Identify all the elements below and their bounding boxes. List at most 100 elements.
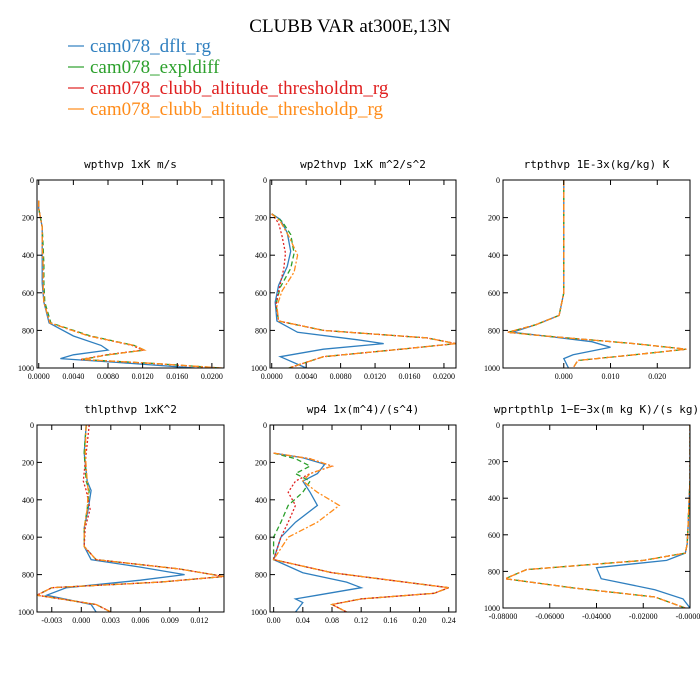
y-tick-label: 0 [496,176,500,185]
panel-title: wp2thvp 1xK m^2/s^2 [300,158,426,171]
series-line [595,425,690,608]
legend-item: cam078_expldiff [68,57,220,78]
chart-panel: wp2thvp 1xK m^2/s^2020040060080010000.00… [251,158,457,381]
panel-title: thlpthvp 1xK^2 [84,403,177,416]
series-group [507,180,687,368]
series-group [503,425,690,608]
x-tick-label: 0.006 [131,616,149,625]
x-tick-label: 0.010 [602,372,620,381]
y-tick-label: 800 [488,326,500,335]
y-tick-label: 0 [263,176,267,185]
x-tick-label: 0.0080 [330,372,352,381]
x-tick-label: 0.009 [161,616,179,625]
series-group [38,200,223,368]
x-tick-label: 0.0040 [295,372,317,381]
y-tick-label: 800 [22,571,34,580]
series-line [503,425,690,608]
x-tick-label: 0.12 [354,616,368,625]
panel-title: wp4 1x(m^4)/(s^4) [307,403,420,416]
plot-frame [269,424,457,613]
y-tick-label: 0 [30,176,34,185]
y-tick-label: 600 [255,533,267,542]
y-tick-label: 600 [22,289,34,298]
x-tick-label: 0.012 [190,616,208,625]
x-tick-label: -0.08000 [489,612,518,621]
y-tick-label: 400 [22,496,34,505]
series-line [38,200,223,368]
y-tick-label: 0 [263,421,267,430]
legend-label: cam078_expldiff [90,57,220,78]
x-tick-label: 0.16 [383,616,397,625]
plot-frame [269,179,457,369]
panel-title: wpthvp 1xK m/s [84,158,177,171]
x-tick-label: -0.003 [41,616,62,625]
x-tick-label: 0.0000 [261,372,283,381]
series-line [272,452,364,612]
y-tick-label: 200 [22,214,34,223]
y-tick-label: 1000 [251,608,267,617]
x-tick-label: 0.0200 [201,372,223,381]
y-tick-label: 1000 [251,364,267,373]
x-tick-label: 0.0120 [364,372,386,381]
legend-item: cam078_clubb_altitude_thresholdm_rg [68,78,389,99]
panel-title: rtpthvp 1E-3x(kg/kg) K [524,158,670,171]
series-line [507,180,687,368]
chart-panel: rtpthvp 1E-3x(kg/kg) K 0 200 400 600 800 1000 0… [484,158,691,381]
y-tick-label: 200 [255,458,267,467]
y-tick-label: 1000 [18,608,34,617]
series-line [271,213,456,368]
y-tick-label: 800 [255,571,267,580]
y-tick-label: 0 [496,421,500,430]
legend-item: cam078_dflt_rg [68,36,212,57]
y-tick-label: 1000 [484,604,500,613]
series-line [44,425,185,612]
series-line [38,200,221,368]
y-tick-label: 800 [488,567,500,576]
y-tick-label: 400 [488,251,500,260]
chart-panel: wprtpthlp 1−E−3x(m kg K)/(s kg) 0 200 400 60… [484,403,700,621]
series-group [272,452,449,612]
x-tick-label: -0.04000 [582,612,611,621]
y-tick-label: 1000 [18,364,34,373]
x-tick-label: 0.000 [72,616,90,625]
y-tick-label: 1000 [484,364,500,373]
x-tick-label: 0.0080 [97,372,119,381]
x-tick-label: 0.0160 [399,372,421,381]
y-tick-label: 200 [255,214,267,223]
legend: cam078_dflt_rgcam078_expldiffcam078_club… [68,36,389,120]
figure-title: CLUBB VAR at300E,13N [249,16,451,37]
series-line [272,452,449,612]
x-tick-label: 0.0120 [132,372,154,381]
series-group [271,213,456,368]
y-tick-label: 400 [255,496,267,505]
y-tick-label: 600 [255,289,267,298]
x-tick-label: -0.06000 [535,612,564,621]
y-tick-label: 400 [488,494,500,503]
y-tick-label: 600 [488,289,500,298]
y-tick-label: 0 [30,421,34,430]
x-tick-label: 0.020 [648,372,666,381]
x-tick-label: 0.24 [442,616,456,625]
y-tick-label: 200 [22,458,34,467]
x-tick-label: 0.20 [413,616,427,625]
legend-label: cam078_clubb_altitude_thresholdm_rg [90,78,389,99]
x-tick-label: -0.02000 [629,612,658,621]
y-tick-label: 600 [22,533,34,542]
y-tick-label: 200 [488,214,500,223]
plot-frame [36,179,225,369]
x-tick-label: 0.0000 [28,372,50,381]
y-tick-label: 400 [22,251,34,260]
panel-title: wprtpthlp 1−E−3x(m kg K)/(s kg) [494,403,699,416]
x-tick-label: 0.04 [296,616,310,625]
chart-panel: thlpthvp 1xK^2 0 200 400 600 800 1000 -0.003 0.0… [18,403,225,625]
x-tick-label: 0.0040 [62,372,84,381]
plot-frame [36,424,225,613]
y-tick-label: 600 [488,531,500,540]
y-tick-label: 400 [255,251,267,260]
x-tick-label: 0.0160 [166,372,188,381]
x-tick-label: 0.08 [325,616,339,625]
